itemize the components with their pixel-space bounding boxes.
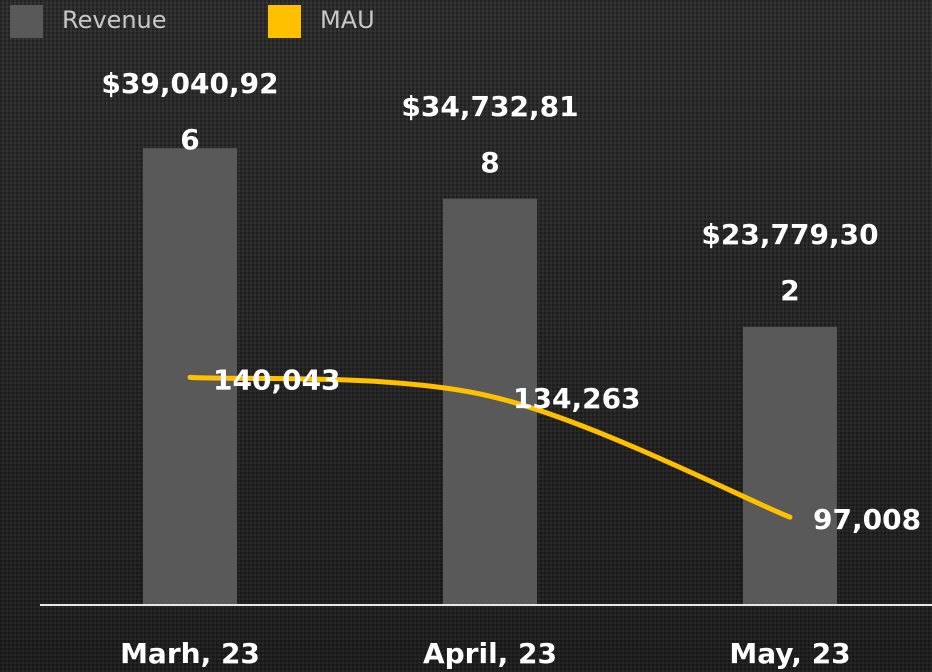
x-tick-label: May, 23 [729, 637, 850, 670]
data-label: $39,040,926 [101, 67, 279, 156]
data-label: 134,263 [513, 382, 641, 415]
data-label: 140,043 [213, 363, 341, 396]
data-label: 97,008 [813, 503, 921, 536]
data-label: $34,732,818 [401, 89, 579, 179]
line [187, 374, 793, 520]
x-tick-label: Marh, 23 [120, 637, 260, 670]
x-tick-label: April, 23 [423, 637, 557, 670]
bar [443, 198, 537, 605]
legend-label: MAU [320, 6, 375, 34]
legend-swatch [268, 5, 301, 38]
data-label: $23,779,302 [701, 217, 879, 307]
bar [743, 326, 837, 605]
legend-swatch [10, 5, 43, 38]
legend-label: Revenue [62, 6, 167, 34]
